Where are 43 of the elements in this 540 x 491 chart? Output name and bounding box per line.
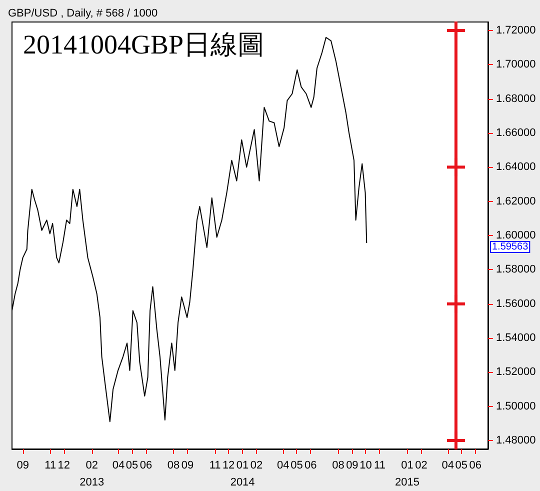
point bbox=[446, 22, 465, 40]
x-tick-label: 11 bbox=[44, 460, 56, 472]
point bbox=[446, 294, 465, 313]
x-tick-label: 08 bbox=[167, 460, 180, 472]
x-tick-label: 05 bbox=[126, 460, 138, 472]
y-tick-label: 1.64000 bbox=[496, 161, 536, 174]
y-tick-label: 1.52000 bbox=[496, 366, 536, 378]
x-tick-label: 10 bbox=[360, 460, 372, 472]
y-tick-label: 1.68000 bbox=[496, 92, 536, 105]
y-tick-label: 1.60000 bbox=[496, 230, 536, 242]
x-tick-label: 12 bbox=[222, 460, 235, 472]
x-tick-label: 11 bbox=[374, 460, 386, 472]
x-tick-label: 09 bbox=[181, 460, 194, 472]
x-tick-label: 05 bbox=[290, 460, 303, 472]
y-tick-label: 1.66000 bbox=[496, 127, 536, 140]
x-tick-label: 04 bbox=[277, 460, 290, 472]
y-tick-label: 1.48000 bbox=[496, 434, 536, 446]
x-tick-label: 08 bbox=[332, 460, 344, 472]
text: 1.59563 bbox=[492, 241, 529, 252]
x-tick-label: 09 bbox=[346, 460, 358, 472]
x-tick-label: 05 bbox=[455, 460, 468, 472]
y-tick-label: 1.72000 bbox=[496, 24, 536, 37]
point bbox=[446, 431, 465, 450]
y-tick-label: 1.54000 bbox=[496, 332, 536, 344]
y-tick-label: 1.62000 bbox=[496, 195, 536, 208]
x-tick-label: 02 bbox=[415, 460, 428, 472]
y-tick-label: 1.58000 bbox=[496, 264, 536, 276]
x-tick-label: 06 bbox=[304, 460, 317, 472]
x-tick-label: 06 bbox=[140, 460, 152, 472]
x-tick-label: 12 bbox=[58, 460, 70, 472]
y-tick-label: 1.50000 bbox=[496, 400, 536, 412]
x-tick-label: 04 bbox=[112, 460, 125, 472]
y-tick-label: 1.70000 bbox=[496, 58, 536, 71]
y-tick-label: 1.56000 bbox=[496, 298, 536, 310]
point bbox=[446, 158, 465, 176]
chart-title: 20141004GBP日線圖 bbox=[23, 30, 265, 60]
x-tick-label: 11 bbox=[209, 460, 221, 472]
x-tick-label: 06 bbox=[469, 460, 482, 472]
x-tick-label: 02 2013 bbox=[80, 460, 104, 488]
x-tick-label: 04 bbox=[442, 460, 454, 472]
x-tick-label: 09 bbox=[16, 460, 29, 472]
chart-subtitle: GBP/USD , Daily, # 568 / 1000 bbox=[8, 8, 158, 20]
x-tick-label: 02 bbox=[250, 460, 263, 472]
